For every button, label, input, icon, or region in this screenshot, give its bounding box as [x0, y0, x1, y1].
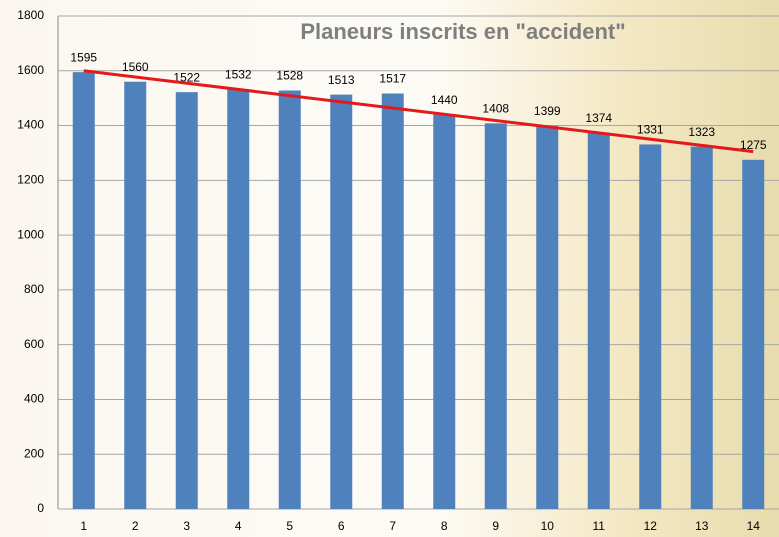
data-label: 1440 [431, 93, 458, 107]
x-tick-label: 13 [695, 519, 709, 533]
y-tick-label: 0 [37, 501, 44, 515]
data-label: 1528 [276, 69, 303, 83]
x-tick-label: 7 [389, 519, 396, 533]
data-label: 1513 [328, 73, 355, 87]
data-label: 1408 [482, 102, 509, 116]
bar [175, 92, 198, 509]
bar [72, 72, 95, 510]
y-tick-label: 600 [24, 337, 44, 351]
y-tick-label: 800 [24, 282, 44, 296]
trendline [83, 69, 754, 154]
bar [690, 146, 713, 509]
y-tick-label: 200 [24, 446, 44, 460]
x-tick-label: 1 [80, 519, 87, 533]
x-tick-label: 10 [541, 519, 555, 533]
data-label: 1374 [585, 111, 612, 125]
bar [536, 125, 559, 510]
x-tick-label: 8 [441, 519, 448, 533]
bar [124, 81, 147, 509]
data-label: 1517 [379, 72, 406, 86]
x-tick-label: 5 [286, 519, 293, 533]
x-tick-label: 11 [593, 519, 606, 533]
y-tick-label: 400 [24, 392, 44, 406]
chart-title: Planeurs inscrits en "accident" [300, 19, 625, 44]
bar [227, 89, 250, 509]
bar [587, 132, 610, 509]
x-tick-label: 6 [338, 519, 345, 533]
bar [278, 90, 301, 510]
x-tick-label: 14 [747, 519, 761, 533]
data-label: 1595 [70, 50, 97, 64]
data-label: 1323 [688, 125, 715, 139]
data-label: 1560 [122, 60, 149, 74]
x-tick-label: 3 [183, 519, 190, 533]
bar [742, 159, 765, 509]
data-label: 1275 [740, 138, 767, 152]
data-label: 1522 [173, 70, 200, 84]
data-label: 1399 [534, 104, 561, 118]
x-tick-label: 9 [492, 519, 499, 533]
x-tick-label: 4 [235, 519, 242, 533]
y-tick-label: 1800 [17, 8, 44, 22]
bar [381, 93, 404, 509]
y-tick-label: 1400 [17, 118, 44, 132]
y-tick-label: 1000 [17, 227, 44, 241]
y-tick-label: 1200 [17, 173, 44, 187]
data-label: 1532 [225, 68, 252, 82]
bar [484, 123, 507, 509]
x-tick-label: 12 [644, 519, 658, 533]
bar [639, 144, 662, 509]
y-tick-label: 1600 [17, 63, 44, 77]
data-label: 1331 [637, 123, 664, 137]
bar [330, 94, 353, 509]
bar [433, 114, 456, 509]
x-tick-label: 2 [132, 519, 139, 533]
